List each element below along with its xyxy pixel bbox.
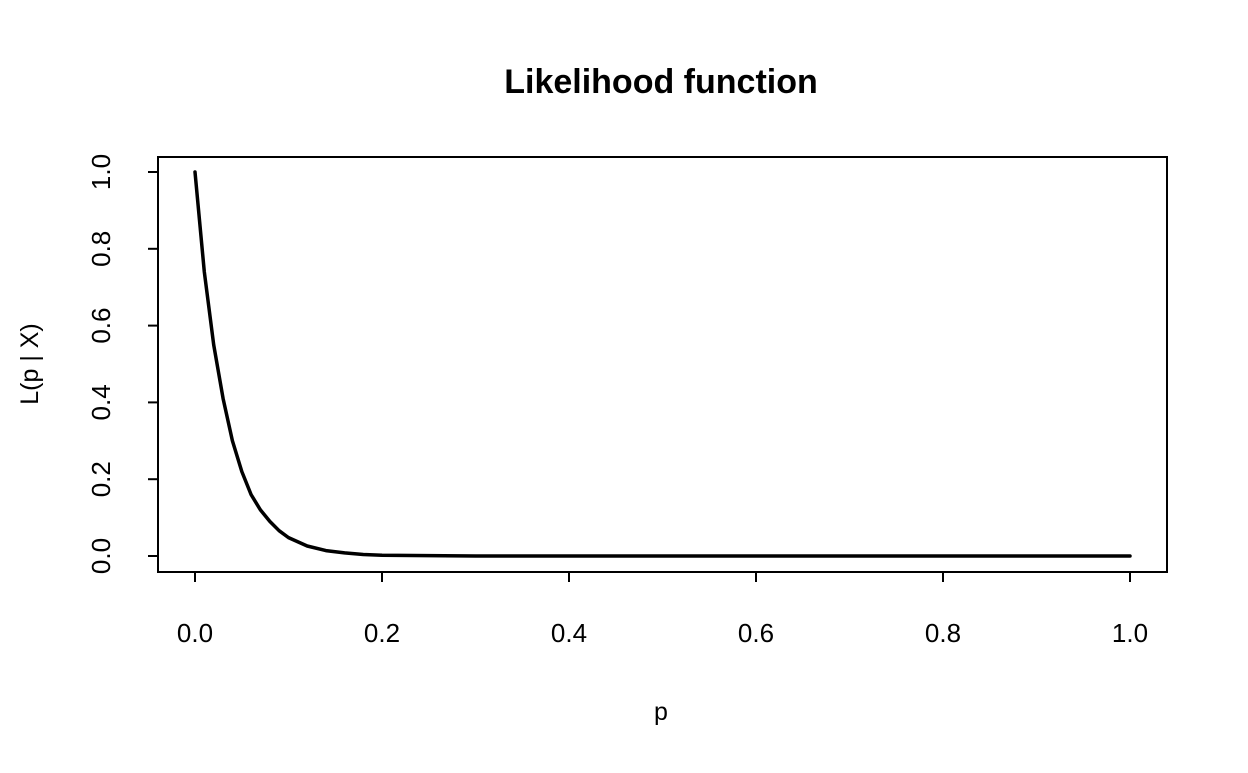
y-tick-label: 0.8 — [86, 231, 116, 267]
y-tick-label: 0.0 — [86, 538, 116, 574]
series-layer — [193, 170, 1132, 558]
plot-frame — [157, 156, 1168, 573]
x-axis: 0.0 0.2 0.4 0.6 0.8 1.0 — [177, 571, 1148, 648]
x-tick-label: 0.6 — [738, 618, 774, 648]
x-tick-label: 1.0 — [1112, 618, 1148, 648]
x-tick-label: 0.2 — [364, 618, 400, 648]
y-tick-label: 1.0 — [86, 154, 116, 190]
y-axis: 0.0 0.2 0.4 0.6 0.8 1.0 — [86, 154, 159, 574]
y-axis-label: L(p | X) — [16, 323, 44, 405]
x-tick-label: 0.4 — [551, 618, 587, 648]
x-axis-label: p — [654, 698, 668, 726]
chart-title: Likelihood function — [504, 63, 818, 101]
likelihood-series-line — [193, 170, 1132, 558]
x-tick-label: 0.0 — [177, 618, 213, 648]
x-tick-label: 0.8 — [925, 618, 961, 648]
y-tick-label: 0.6 — [86, 308, 116, 344]
y-tick-label: 0.2 — [86, 461, 116, 497]
y-tick-label: 0.4 — [86, 384, 116, 420]
